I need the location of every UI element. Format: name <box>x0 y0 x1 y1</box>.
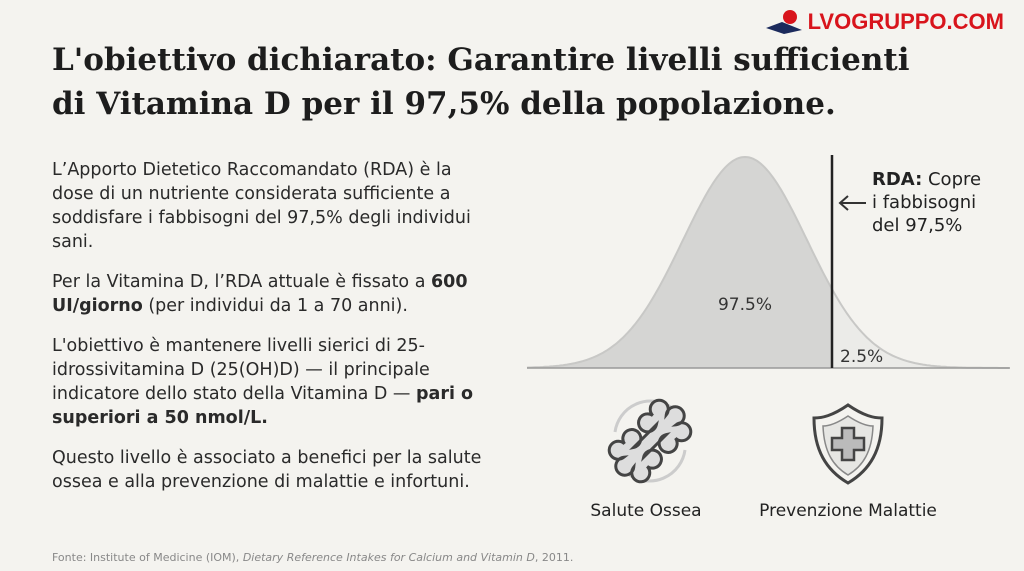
icon-label: Salute Ossea <box>590 501 701 521</box>
logo-text: LVOGRUPPO.COM <box>807 9 1004 34</box>
logo: LVOGRUPPO.COM <box>764 8 1004 36</box>
text-run: Questo livello è associato a benefici pe… <box>52 448 482 492</box>
bold-text: 600 UI/giorno <box>52 272 468 316</box>
text-run: L’Apporto Dietetico Raccomandato (RDA) è… <box>52 160 471 252</box>
arrow <box>838 195 866 211</box>
curve-line <box>526 155 1009 369</box>
bold-text: pari o superiori a 50 nmol/L. <box>52 384 474 428</box>
paragraph: Per la Vitamina D, l’RDA attuale è fissa… <box>52 270 492 318</box>
title: L'obiettivo dichiarato: Garantire livell… <box>52 42 910 122</box>
text-run: L'obiettivo è mantenere livelli sierici … <box>52 336 430 404</box>
inside-label: 97.5% <box>718 295 772 315</box>
source: Fonte: Institute of Medicine (IOM), Diet… <box>52 551 573 564</box>
source-text: Fonte: Institute of Medicine (IOM), <box>52 551 243 564</box>
body-text: L’Apporto Dietetico Raccomandato (RDA) è… <box>52 158 492 510</box>
annotation: RDA: Copre i fabbisogni del 97,5% <box>872 169 981 236</box>
source-text: , 2011. <box>534 551 574 564</box>
annotation-bold: RDA: <box>872 169 922 190</box>
paragraph: Questo livello è associato a benefici pe… <box>52 446 492 494</box>
shield-icon <box>812 403 884 485</box>
text-run: Per la Vitamina D, l’RDA attuale è fissa… <box>52 272 431 292</box>
text-run: (per individui da 1 a 70 anni). <box>142 296 408 316</box>
source-italic: Dietary Reference Intakes for Calcium an… <box>242 551 535 564</box>
paragraph: L’Apporto Dietetico Raccomandato (RDA) è… <box>52 158 492 254</box>
annotation-text: Copre <box>922 169 981 190</box>
paragraph: L'obiettivo è mantenere livelli sierici … <box>52 334 492 430</box>
annotation-line: i fabbisogni <box>872 192 976 213</box>
bone-icon <box>607 398 693 484</box>
icon-label: Prevenzione Malattie <box>759 501 937 521</box>
annotation-wrap: i fabbisogni del 97,5% <box>872 192 976 236</box>
logo-icon <box>765 10 802 34</box>
outside-label: 2.5% <box>840 347 883 367</box>
curve-area-outside <box>832 289 1010 368</box>
annotation-line: del 97,5% <box>872 215 962 236</box>
curve-area-inside <box>527 157 832 368</box>
